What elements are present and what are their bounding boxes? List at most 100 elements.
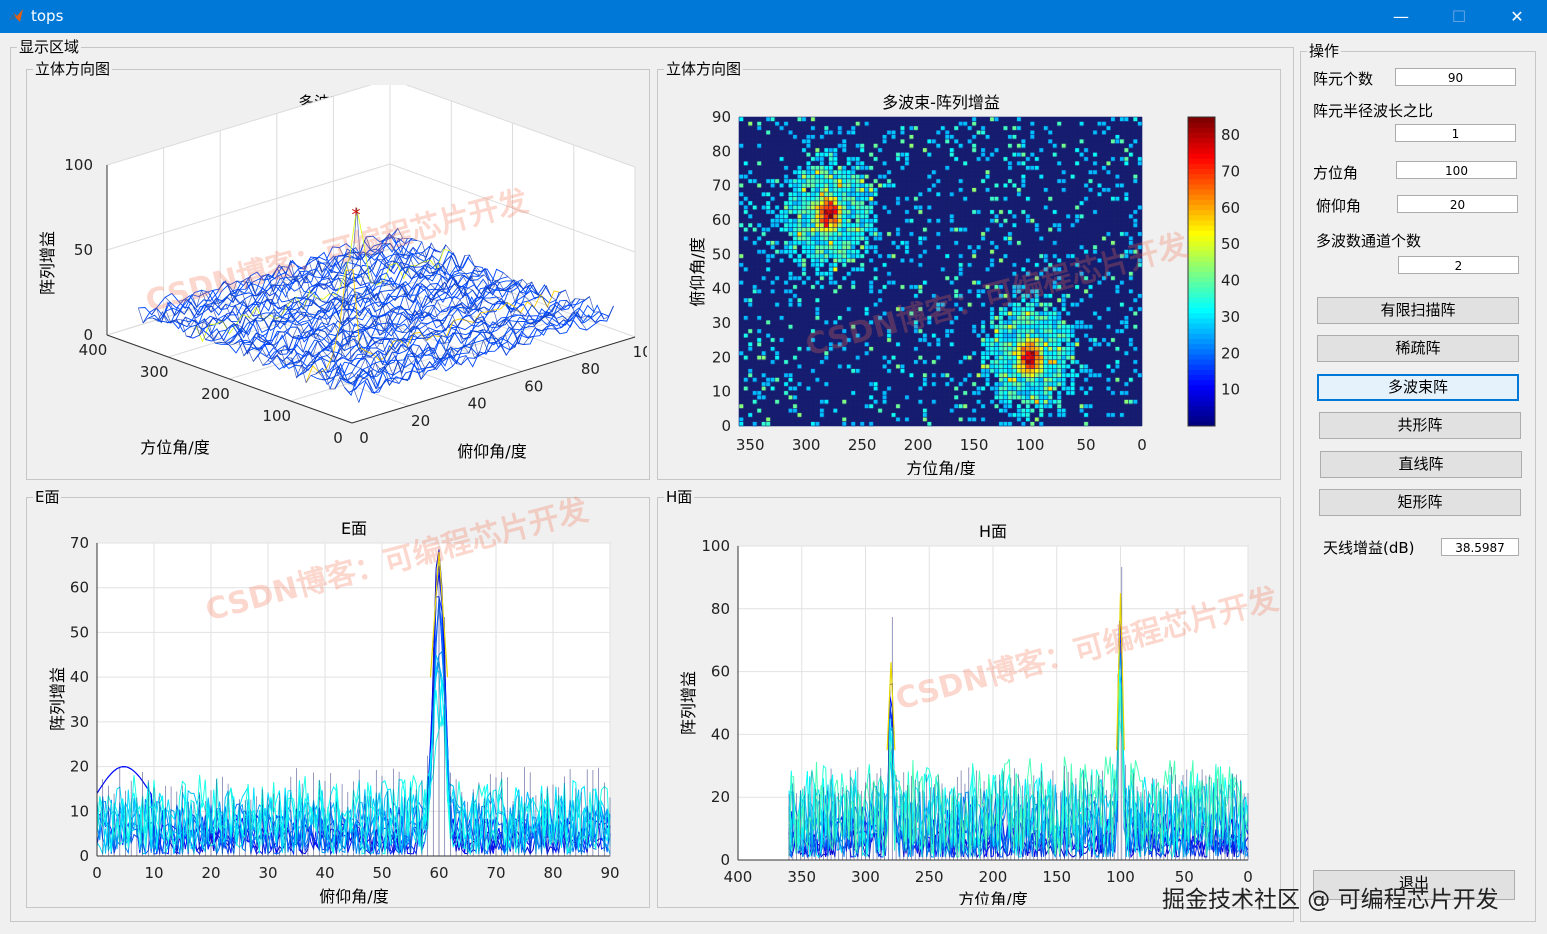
chart2-cell [1137,245,1143,250]
chart2-cell [788,395,794,400]
chart1-surface-line [365,236,587,331]
chart2-cell [846,249,852,255]
chart2-cell [815,267,820,272]
chart2-cell [1052,284,1058,290]
chart2-cell [1039,359,1044,365]
chart2-cell [980,236,986,241]
chart2-cell [1012,342,1017,347]
chart2-cell [846,196,852,202]
chart2-cell [953,302,959,308]
chart2-cell [1021,364,1026,369]
chart2-cell [833,200,838,206]
chart2-cell [815,236,820,241]
chart2-cell [994,196,1000,202]
chart1-z-tick: 0 [83,326,93,344]
x-tick: 30 [258,864,277,882]
chart2-cell [1047,368,1053,374]
minimize-button[interactable]: — [1393,7,1409,26]
chart2-cell [810,368,816,374]
chart2-cell [846,240,852,246]
x-tick: 150 [1042,868,1071,886]
chart2-cell [1043,359,1049,365]
chart2-cell [846,178,852,184]
sparse-array-button[interactable]: 稀疏阵 [1317,335,1519,362]
chart2-cell [819,245,825,250]
chart2-cell [927,174,932,180]
chart2-cell [1030,320,1035,325]
chart2-cell [1056,395,1062,400]
chart2-cell [1133,324,1138,330]
chart2-cell [1016,143,1022,149]
chart2-cell [1025,350,1031,356]
maximize-button[interactable]: ☐ [1451,7,1467,26]
elevation-input[interactable]: 20 [1397,195,1518,213]
chart2-cell [783,289,789,294]
chart2-y-tick: 90 [712,108,731,126]
chart2-cell [1039,350,1044,356]
chart2-cell [819,222,825,228]
chart2-cell [922,373,928,378]
chart2-cell [958,381,964,387]
chart2-cell [819,271,825,277]
chart2-colorbar-segment [1188,384,1215,391]
chart2-cell [1043,253,1049,259]
chart2-cell [841,346,847,352]
chart2-cell [1043,328,1049,334]
chart2-cell [779,227,785,233]
chart2-cell [797,297,802,303]
element-count-input[interactable]: 90 [1395,68,1516,86]
chart2-cell [797,346,802,352]
chart2-cell [895,245,901,250]
chart2-cell [801,209,807,215]
chart2-cell [1030,373,1035,378]
close-button[interactable]: ✕ [1510,7,1524,26]
azimuth-input[interactable]: 100 [1396,161,1517,179]
chart2-cell [828,200,834,206]
channels-input[interactable]: 2 [1398,256,1519,274]
x-tick: 20 [201,864,220,882]
radius-ratio-input[interactable]: 1 [1395,124,1516,142]
conformal-array-button[interactable]: 共形阵 [1319,412,1521,439]
chart2-cell [810,174,816,180]
chart2-cell [1003,399,1008,405]
chart2-cell [1016,381,1022,387]
chart2-colorbar-segment [1188,348,1215,355]
chart2-cell [850,253,856,259]
multibeam-array-button[interactable]: 多波束阵 [1317,374,1519,401]
finite-scan-array-button[interactable]: 有限扫描阵 [1317,297,1519,324]
chart2-cell [949,280,955,286]
chart2-cell [792,355,798,361]
chart2-cell [1065,346,1071,352]
chart2-cell [774,355,780,361]
chart2-y-tick: 80 [712,142,731,160]
exit-button[interactable]: 退出 [1313,870,1515,900]
chart3-xlabel: 俯仰角/度 [319,887,388,905]
chart2-cell [909,143,914,149]
chart2-cell [1088,368,1094,374]
chart2-cell [918,209,923,215]
chart2-cell [1030,306,1035,312]
chart2-cell [770,245,776,250]
chart2-colorbar-segment [1188,292,1215,298]
chart2-cell [980,342,986,347]
chart2-cell [1047,390,1053,396]
chart2-cell [971,350,977,356]
chart2-cell [994,337,1000,343]
chart2-cell [1025,399,1031,405]
chart2-cell [859,192,865,197]
rectangular-array-button[interactable]: 矩形阵 [1319,489,1521,516]
linear-array-button[interactable]: 直线阵 [1320,451,1522,478]
chart2-cell [962,403,968,409]
chart2-cell [1003,324,1008,330]
chart2-cell [792,196,798,202]
chart2-colorbar-segment [1188,389,1215,396]
chart2-cell [806,205,811,210]
chart2-cell [1039,390,1044,396]
chart2-cell [1003,355,1008,361]
chart2-cell [1106,342,1111,347]
chart2-cell [1052,280,1058,286]
chart2-cell [989,306,995,312]
chart2-cell [833,169,838,175]
chart2-cell [841,143,847,149]
chart2-cell [797,222,802,228]
